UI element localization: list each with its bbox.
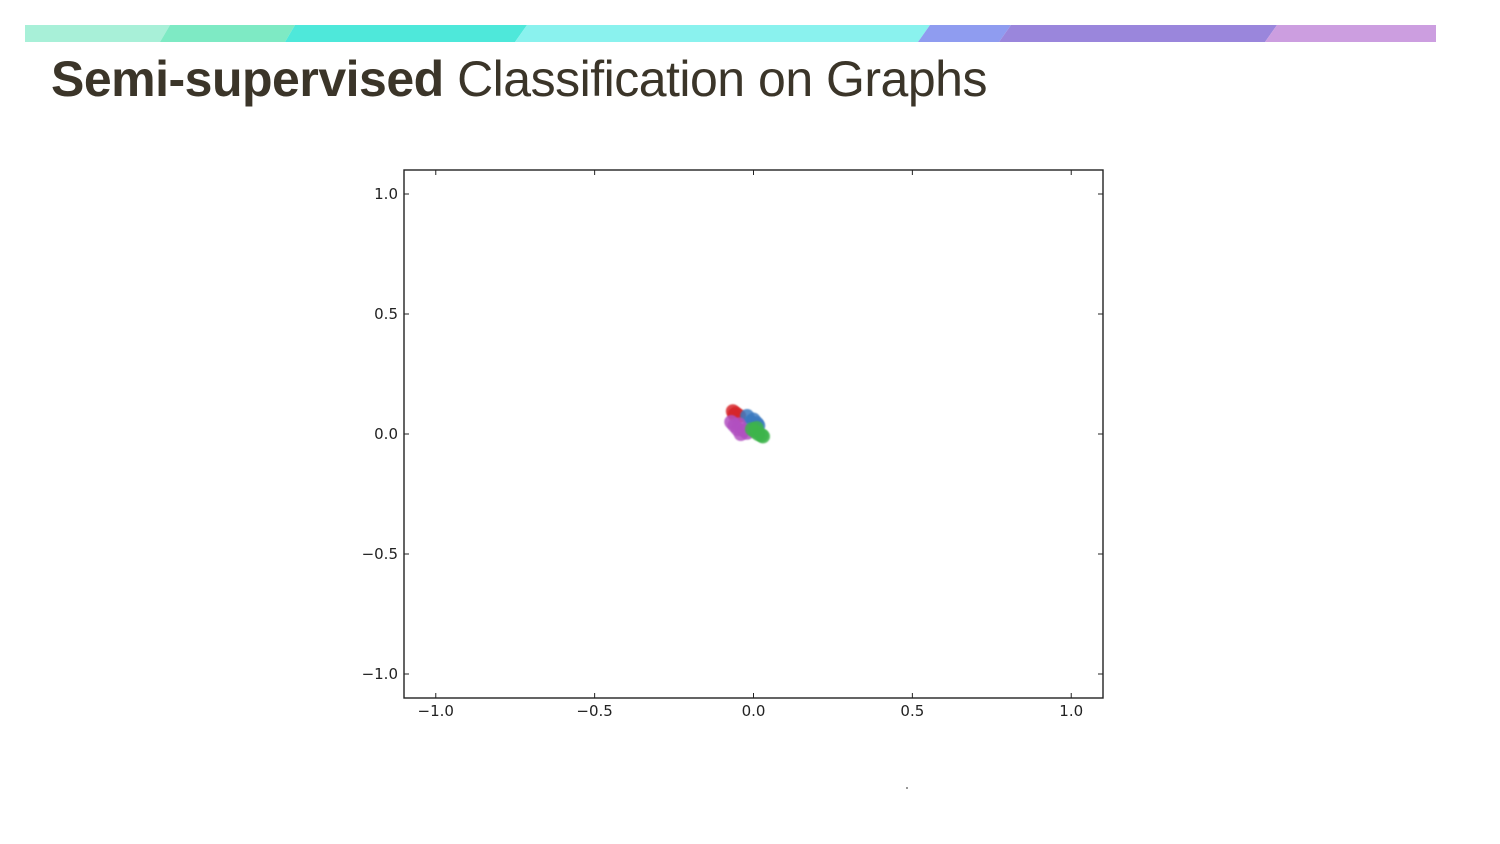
slide-title-light: Classification on Graphs (443, 51, 987, 107)
y-tick-label: 1.0 (374, 185, 398, 203)
top-color-band (25, 25, 1436, 42)
band-segment-1 (25, 25, 170, 42)
y-tick-label: −0.5 (362, 545, 398, 563)
slide-title-bold: Semi-supervised (51, 51, 444, 107)
slide-title: Semi-supervised Classification on Graphs (51, 50, 987, 108)
band-segment-7 (1265, 25, 1436, 42)
band-segment-6 (999, 25, 1277, 42)
y-tick-label: 0.0 (374, 425, 398, 443)
scatter-chart: −1.0 −0.5 0.0 0.5 1.0 1.0 0.5 0.0 −0.5 −1.0 (362, 169, 1104, 720)
x-tick-label: −0.5 (576, 702, 612, 720)
band-segment-4 (515, 25, 930, 42)
band-segment-3 (285, 25, 527, 42)
y-tick-label: −1.0 (362, 665, 398, 683)
band-segment-2 (160, 25, 295, 42)
axis-ticks: −1.0 −0.5 0.0 0.5 1.0 1.0 0.5 0.0 −0.5 −1.0 (362, 170, 1103, 720)
x-tick-label: 0.0 (742, 702, 766, 720)
x-tick-label: 0.5 (900, 702, 924, 720)
y-tick-label: 0.5 (374, 305, 398, 323)
plot-frame (403, 169, 1104, 699)
x-tick-label: −1.0 (418, 702, 454, 720)
data-points (724, 404, 771, 444)
stray-dot (906, 787, 908, 789)
band-segment-5 (918, 25, 1011, 42)
data-point (756, 429, 771, 444)
x-tick-label: 1.0 (1059, 702, 1083, 720)
